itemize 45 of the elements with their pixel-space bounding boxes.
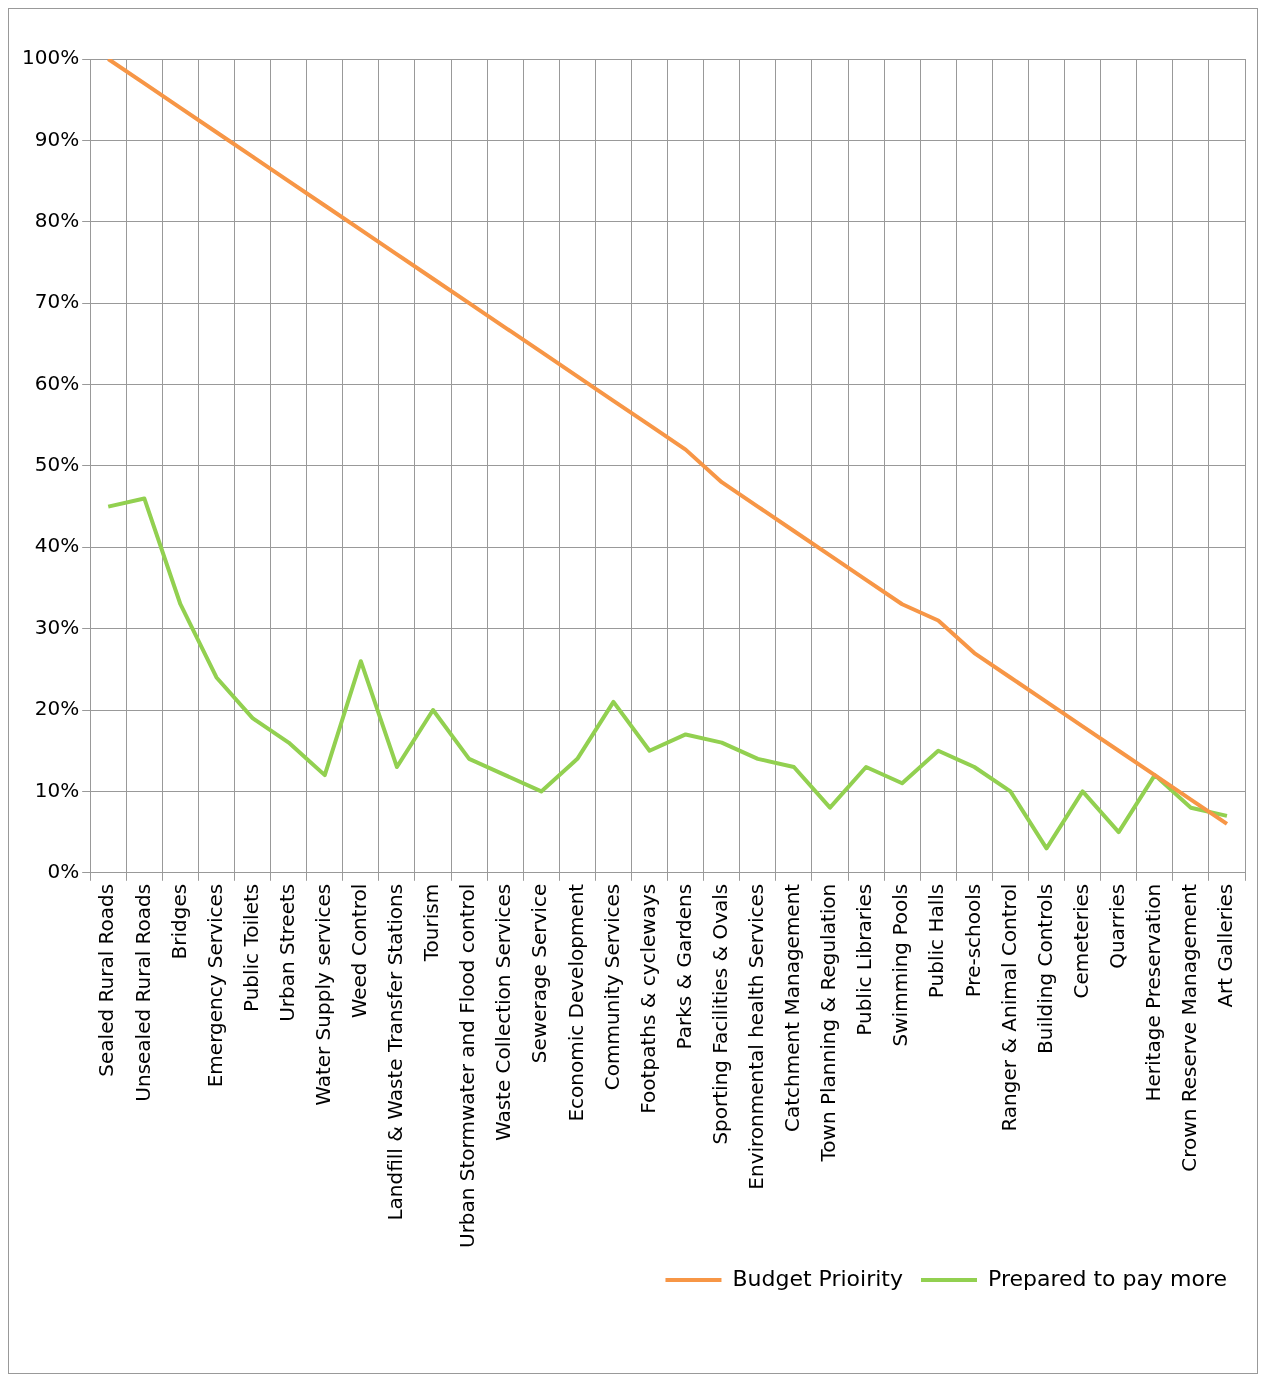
x-tick-label: Unsealed Rural Roads <box>130 883 155 1102</box>
y-tick-label: 60% <box>34 370 80 395</box>
x-tick-label: Waste Collection Services <box>491 883 516 1142</box>
x-tick-label: Art Galleries <box>1213 883 1238 1008</box>
x-tick-label: Environmental health Services <box>744 883 769 1190</box>
x-tick-label: Pre-schools <box>960 883 985 998</box>
x-tick-label: Bridges <box>166 883 191 960</box>
x-tick-label: Footpaths & cycleways <box>635 883 660 1114</box>
x-tick-label: Sporting Facilities & Ovals <box>707 883 732 1145</box>
x-tick-label: Landfill & Waste Transfer Stations <box>383 883 408 1221</box>
y-tick-label: 30% <box>34 614 80 639</box>
y-tick-label: 20% <box>34 696 80 721</box>
x-tick-label: Swimming Pools <box>888 883 913 1047</box>
x-tick-label: Cemeteries <box>1068 883 1093 999</box>
x-tick-label: Building Controls <box>1032 883 1057 1055</box>
y-tick-label: 90% <box>34 126 80 151</box>
x-tick-label: Catchment Management <box>780 883 805 1132</box>
x-tick-label: Parks & Gardens <box>671 883 696 1050</box>
y-tick-label: 70% <box>34 289 80 314</box>
x-tick-label: Public Halls <box>924 883 949 999</box>
x-tick-label: Urban Streets <box>274 883 299 1022</box>
y-tick-label: 50% <box>34 452 80 477</box>
x-tick-label: Weed Control <box>347 883 372 1019</box>
x-tick-label: Ranger & Animal Control <box>996 883 1021 1132</box>
x-tick-label: Town Planning & Regulation <box>816 883 841 1163</box>
x-tick-label: Community Services <box>599 883 624 1091</box>
y-tick-label: 10% <box>34 777 80 802</box>
x-tick-label: Quarries <box>1104 883 1129 969</box>
x-tick-label: Emergency Services <box>202 883 227 1088</box>
y-tick-label: 100% <box>21 45 80 70</box>
y-tick-label: 80% <box>34 207 80 232</box>
x-tick-label: Urban Stormwater and Flood control <box>455 883 480 1249</box>
x-tick-label: Economic Development <box>563 883 588 1122</box>
legend-label: Prepared to pay more <box>988 1265 1228 1291</box>
y-tick-label: 0% <box>47 858 80 883</box>
x-tick-label: Tourism <box>419 883 444 963</box>
x-tick-label: Heritage Preservation <box>1140 883 1165 1102</box>
x-tick-label: Sewerage Service <box>527 883 552 1064</box>
x-tick-label: Water Supply services <box>310 883 335 1106</box>
x-tick-label: Public Libraries <box>852 883 877 1036</box>
x-tick-label: Crown Reserve Management <box>1177 883 1202 1172</box>
x-tick-label: Public Toilets <box>238 883 263 1013</box>
y-tick-label: 40% <box>34 533 80 558</box>
x-tick-label: Sealed Rural Roads <box>94 883 119 1077</box>
legend-label: Budget Prioirity <box>732 1265 904 1291</box>
